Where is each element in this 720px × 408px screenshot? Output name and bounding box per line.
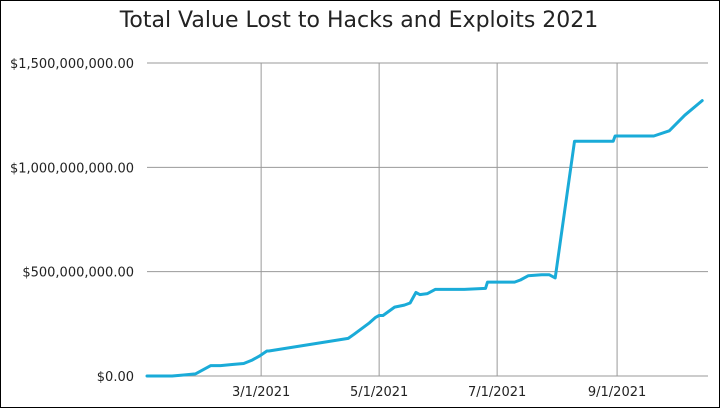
x-tick-label: 9/1/2021 — [588, 385, 646, 400]
series-line — [145, 99, 704, 378]
x-tick-label: 7/1/2021 — [468, 385, 526, 400]
series-layer — [145, 99, 704, 378]
y-tick-label: $0.00 — [97, 370, 134, 385]
chart-title: Total Value Lost to Hacks and Exploits 2… — [119, 8, 599, 33]
y-axis-tick-labels: $0.00 $500,000,000.00 $1,000,000,000.00 $1,… — [10, 57, 134, 385]
y-tick-label: $1,500,000,000.00 — [10, 57, 134, 72]
grid-lines — [147, 62, 708, 377]
x-axis-tick-labels: 3/1/2021 5/1/2021 7/1/2021 9/1/2021 — [232, 385, 646, 400]
y-tick-label: $500,000,000.00 — [22, 266, 134, 281]
x-tick-label: 5/1/2021 — [350, 385, 408, 400]
x-tick-label: 3/1/2021 — [232, 385, 290, 400]
y-tick-label: $1,000,000,000.00 — [10, 161, 134, 176]
